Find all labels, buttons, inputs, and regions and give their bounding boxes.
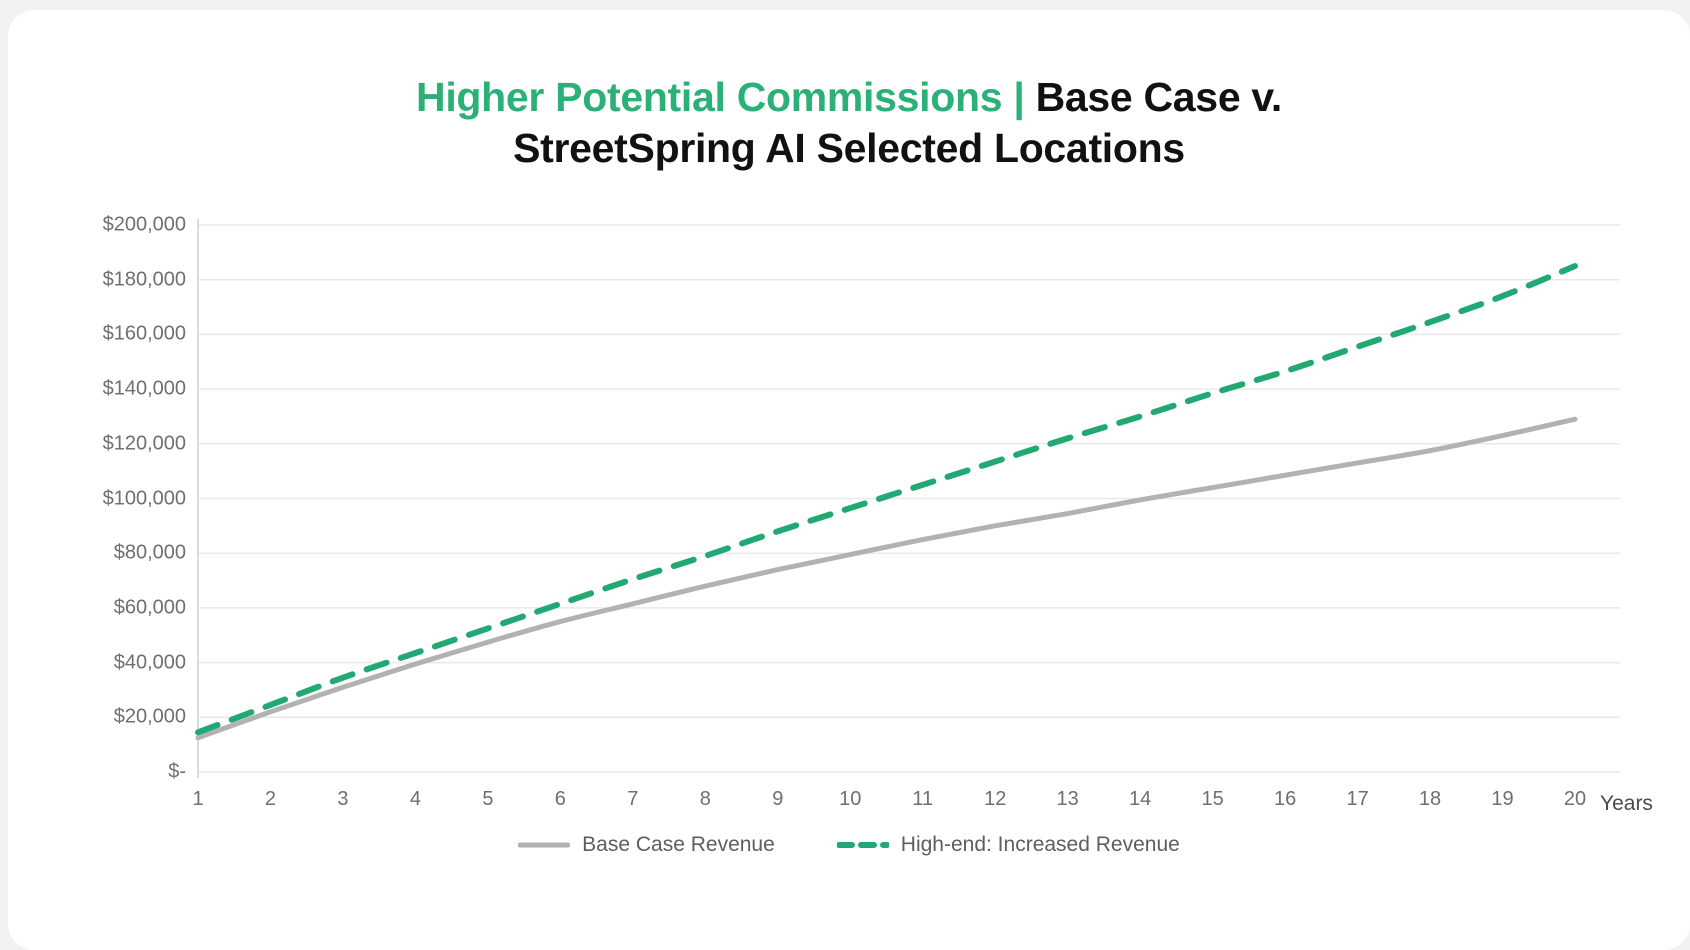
x-axis-tick-label: 2	[264, 788, 277, 810]
y-axis-tick-label: $100,000	[102, 487, 186, 509]
legend-label: High-end: Increased Revenue	[900, 833, 1180, 856]
y-axis-tick-label: $60,000	[113, 596, 186, 619]
x-axis-tick-label: 9	[772, 788, 784, 810]
y-axis-tick-label: $80,000	[113, 541, 186, 564]
x-axis-title: Years	[1600, 792, 1653, 815]
legend-item[interactable]: Base Case Revenue	[518, 833, 775, 857]
chart-title-rest-line2: StreetSpring AI Selected Locations	[513, 125, 1185, 171]
plot-area: $200,000 $180,000 $160,000 $140,000 $120,000…	[8, 10, 1690, 950]
chart-card: Higher Potential Commissions | Base Case…	[8, 10, 1690, 950]
x-axis-tick-label: 12	[984, 788, 1007, 810]
x-axis-tick-label: 8	[699, 788, 711, 810]
x-axis-tick-label: 10	[839, 788, 862, 810]
y-axis-tick-label: $20,000	[113, 705, 186, 728]
y-axis-tick-label: $180,000	[102, 268, 186, 291]
series-lines	[195, 263, 1578, 741]
x-axis-tick-label: 7	[627, 788, 639, 810]
chart-title: Higher Potential Commissions | Base Case…	[8, 72, 1690, 174]
series-line	[195, 263, 1578, 736]
series-line	[195, 416, 1578, 741]
legend-dashed-line-icon	[836, 842, 889, 848]
legend-solid-line-icon	[518, 842, 571, 848]
x-axis-tick-label: 15	[1201, 788, 1224, 810]
x-axis-tick-label: 16	[1273, 788, 1297, 810]
y-axis-tick-label: $140,000	[102, 377, 186, 400]
x-axis-tick-label: 17	[1346, 788, 1369, 810]
y-axis-tick-label: $-	[168, 760, 186, 783]
x-axis-tick-label: 14	[1129, 788, 1152, 810]
x-axis-tick-label: 3	[337, 788, 349, 810]
x-axis-tick-label: 18	[1418, 788, 1442, 810]
y-axis-tick-label: $160,000	[102, 322, 186, 345]
y-axis-tick-label: $40,000	[113, 651, 186, 674]
x-axis-tick-label: 4	[409, 788, 421, 810]
x-axis-tick-label: 5	[482, 788, 494, 810]
x-axis-tick-label: 1	[192, 788, 204, 810]
chart-title-accent: Higher Potential Commissions	[416, 74, 1003, 120]
x-axis-tick-label: 20	[1563, 788, 1587, 810]
gridlines	[198, 224, 1620, 773]
x-axis-tick-label: 19	[1491, 788, 1514, 810]
chart-title-separator: |	[1002, 74, 1036, 120]
x-axis-tick-label: 11	[912, 788, 934, 810]
chart-svg	[195, 219, 1620, 778]
legend-item[interactable]: High-end: Increased Revenue	[836, 833, 1180, 857]
chart-legend: Base Case Revenue High-end: Increased Rev…	[8, 833, 1690, 857]
x-axis-tick-label: 13	[1056, 788, 1079, 810]
x-axis-tick-label: 6	[554, 788, 566, 810]
chart-title-rest-line1: Base Case v.	[1035, 74, 1283, 120]
y-axis-tick-label: $200,000	[102, 213, 186, 236]
y-axis-tick-label: $120,000	[102, 432, 186, 455]
legend-label: Base Case Revenue	[582, 833, 775, 856]
